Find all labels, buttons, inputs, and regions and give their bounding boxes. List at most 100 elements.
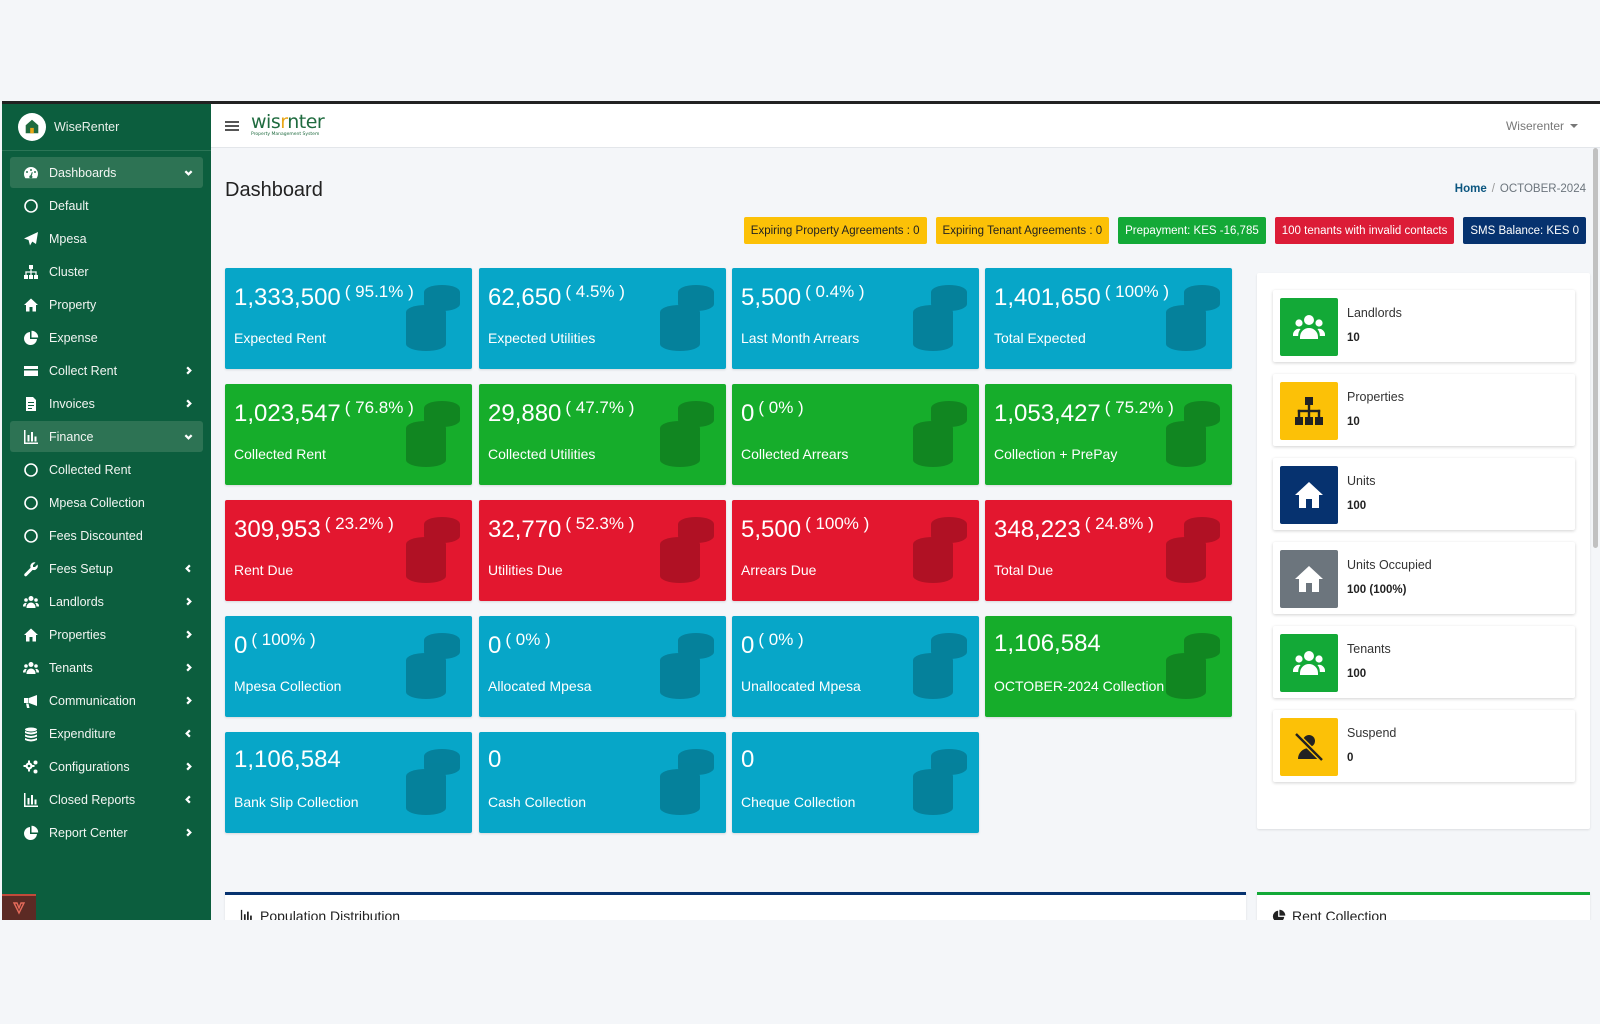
- chevron-right-icon: [183, 399, 193, 409]
- app-window: WiseRenter Dashboards Default Mpesa Clus…: [2, 101, 1600, 920]
- invalid-contacts-badge[interactable]: 100 tenants with invalid contacts: [1274, 217, 1455, 244]
- info-box-units-occupied[interactable]: Units Occupied 100 (100%): [1273, 542, 1575, 614]
- sidebar-item-default[interactable]: Default: [10, 190, 203, 221]
- stat-caption: Expected Rent: [234, 330, 326, 346]
- stat-caption: Utilities Due: [488, 562, 563, 578]
- stat-card-total-expected[interactable]: 1,401,650( 100% ) Total Expected: [985, 268, 1232, 369]
- stat-card-collected-arrears[interactable]: 0( 0% ) Collected Arrears: [732, 384, 979, 485]
- chevron-right-icon: [183, 828, 193, 838]
- coins-icon: [660, 285, 714, 351]
- sidebar-item-label: Property: [49, 297, 97, 312]
- user-menu[interactable]: Wiserenter: [1506, 119, 1586, 133]
- info-box-value: 100 (100%): [1347, 584, 1407, 596]
- sidebar-item-mpesa[interactable]: Mpesa: [10, 223, 203, 254]
- users-icon: [22, 594, 40, 610]
- users-icon: [1293, 315, 1325, 339]
- sms-balance-badge[interactable]: SMS Balance: KES 0: [1463, 217, 1586, 244]
- stat-value: 0: [488, 746, 501, 774]
- sidebar-item-finance[interactable]: Finance: [10, 421, 203, 452]
- coins-icon: [913, 517, 967, 583]
- circle-icon: [22, 462, 40, 478]
- info-box-units[interactable]: Units 100: [1273, 458, 1575, 530]
- page-scrollbar[interactable]: [1591, 148, 1600, 548]
- stat-card-collected-utilities[interactable]: 29,880( 47.7% ) Collected Utilities: [479, 384, 726, 485]
- stat-amount: 0: [741, 632, 755, 659]
- stat-card-cash-collection[interactable]: 0 Cash Collection: [479, 732, 726, 833]
- breadcrumb-home[interactable]: Home: [1454, 183, 1487, 195]
- stat-card-total-due[interactable]: 348,223( 24.8% ) Total Due: [985, 500, 1232, 601]
- sidebar-item-cluster[interactable]: Cluster: [10, 256, 203, 287]
- stat-card-bank-slip-collection[interactable]: 1,106,584 Bank Slip Collection: [225, 732, 472, 833]
- chevron-down-icon: [183, 432, 193, 442]
- sidebar-item-configurations[interactable]: Configurations: [10, 751, 203, 782]
- stat-value: 0( 0% ): [741, 630, 804, 660]
- info-box-label: Tenants: [1347, 642, 1391, 656]
- sidebar-item-label: Report Center: [49, 825, 128, 840]
- stat-amount: 1,106,584: [234, 746, 341, 773]
- stat-card-allocated-mpesa[interactable]: 0( 0% ) Allocated Mpesa: [479, 616, 726, 717]
- sidebar-item-label: Tenants: [49, 660, 93, 675]
- stat-card-collection-prepay[interactable]: 1,053,427( 75.2% ) Collection + PrePay: [985, 384, 1232, 485]
- sidebar-item-label: Closed Reports: [49, 792, 136, 807]
- info-box-suspend[interactable]: Suspend 0: [1273, 710, 1575, 782]
- sidebar-item-report-center[interactable]: Report Center: [10, 817, 203, 848]
- prepayment-badge[interactable]: Prepayment: KES -16,785: [1118, 217, 1266, 244]
- info-box-label: Properties: [1347, 390, 1404, 404]
- stat-value: 0( 100% ): [234, 630, 316, 660]
- paper-plane-icon: [22, 231, 40, 247]
- hamburger-menu-icon[interactable]: [225, 119, 239, 133]
- expiring-property-agreements-badge[interactable]: Expiring Property Agreements : 0: [743, 217, 927, 244]
- stat-card-mpesa-collection[interactable]: 0( 100% ) Mpesa Collection: [225, 616, 472, 717]
- sidebar-item-label: Collected Rent: [49, 462, 131, 477]
- chevron-right-icon: [183, 696, 193, 706]
- sidebar-item-collected-rent[interactable]: Collected Rent: [10, 454, 203, 485]
- stat-percent: ( 95.1% ): [344, 282, 414, 301]
- sidebar-item-communication[interactable]: Communication: [10, 685, 203, 716]
- sidebar-item-collect-rent[interactable]: Collect Rent: [10, 355, 203, 386]
- stat-card-unallocated-mpesa[interactable]: 0( 0% ) Unallocated Mpesa: [732, 616, 979, 717]
- stat-card-october-2024-collection[interactable]: 1,106,584 OCTOBER-2024 Collection: [985, 616, 1232, 717]
- stat-card-collected-rent[interactable]: 1,023,547( 76.8% ) Collected Rent: [225, 384, 472, 485]
- stat-amount: 1,401,650: [994, 284, 1101, 311]
- coins-icon: [406, 749, 460, 815]
- sidebar-item-tenants[interactable]: Tenants: [10, 652, 203, 683]
- home-icon: [1295, 482, 1323, 508]
- sidebar-item-fees-setup[interactable]: Fees Setup: [10, 553, 203, 584]
- coins-icon: [913, 401, 967, 467]
- debug-toolbar-icon[interactable]: [2, 894, 36, 920]
- coins-icon: [406, 517, 460, 583]
- sidebar-item-expense[interactable]: Expense: [10, 322, 203, 353]
- sidebar-item-closed-reports[interactable]: Closed Reports: [10, 784, 203, 815]
- stat-card-expected-rent[interactable]: 1,333,500( 95.1% ) Expected Rent: [225, 268, 472, 369]
- bar-chart-icon: [22, 792, 40, 808]
- stat-card-utilities-due[interactable]: 32,770( 52.3% ) Utilities Due: [479, 500, 726, 601]
- sidebar-item-invoices[interactable]: Invoices: [10, 388, 203, 419]
- coins-icon: [1166, 633, 1220, 699]
- sidebar-item-mpesa-collection[interactable]: Mpesa Collection: [10, 487, 203, 518]
- sidebar-item-property[interactable]: Property: [10, 289, 203, 320]
- info-box-icon-bg: [1280, 718, 1338, 776]
- stat-card-expected-utilities[interactable]: 62,650( 4.5% ) Expected Utilities: [479, 268, 726, 369]
- sidebar-item-properties[interactable]: Properties: [10, 619, 203, 650]
- sidebar-item-landlords[interactable]: Landlords: [10, 586, 203, 617]
- stat-card-arrears-due[interactable]: 5,500( 100% ) Arrears Due: [732, 500, 979, 601]
- sidebar-item-fees-discounted[interactable]: Fees Discounted: [10, 520, 203, 551]
- coins-icon: [1166, 401, 1220, 467]
- home-icon: [1295, 566, 1323, 592]
- sidebar-item-label: Properties: [49, 627, 106, 642]
- stat-card-cheque-collection[interactable]: 0 Cheque Collection: [732, 732, 979, 833]
- sidebar-item-dashboards[interactable]: Dashboards: [10, 157, 203, 188]
- sidebar-item-expenditure[interactable]: Expenditure: [10, 718, 203, 749]
- stat-amount: 5,500: [741, 516, 802, 543]
- sidebar-item-label: Dashboards: [49, 165, 117, 180]
- info-box-properties[interactable]: Properties 10: [1273, 374, 1575, 446]
- scrollbar-thumb[interactable]: [1593, 148, 1598, 548]
- expiring-tenant-agreements-badge[interactable]: Expiring Tenant Agreements : 0: [935, 217, 1110, 244]
- wiserenter-logo[interactable]: wisrnter Property Management System: [251, 113, 325, 138]
- stat-card-rent-due[interactable]: 309,953( 23.2% ) Rent Due: [225, 500, 472, 601]
- stat-card-last-month-arrears[interactable]: 5,500( 0.4% ) Last Month Arrears: [732, 268, 979, 369]
- info-box-tenants[interactable]: Tenants 100: [1273, 626, 1575, 698]
- info-box-landlords[interactable]: Landlords 10: [1273, 290, 1575, 362]
- stat-caption: OCTOBER-2024 Collection: [994, 678, 1165, 694]
- sidebar-brand[interactable]: WiseRenter: [2, 104, 211, 151]
